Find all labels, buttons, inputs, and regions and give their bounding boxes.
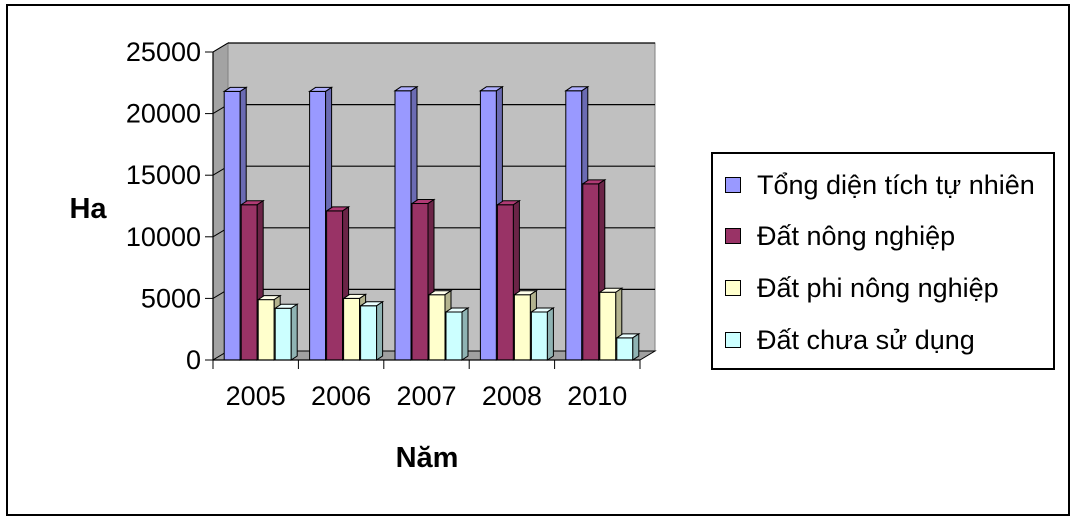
bar-front [326,210,344,361]
bar-side [290,303,298,361]
x-tick-label: 2010 [567,381,627,411]
bar-front [582,183,600,361]
y-tick-labels: 0 5000 10000 15000 20000 25000 [126,37,640,375]
y-tick-label: 20000 [126,99,201,129]
y-tick-label: 10000 [126,222,201,252]
bar-front [513,294,531,361]
x-axis-title: Năm [396,442,459,474]
bar-front [496,204,514,361]
bar-front [428,294,446,361]
bar-front [565,90,583,361]
x-tick-labels: 2005 2006 2007 2008 2010 [212,360,641,411]
legend-swatch-2 [725,228,741,244]
bar [358,300,385,361]
legend-swatch-1 [725,177,741,193]
bar-front [240,204,258,361]
bar-side [546,307,554,361]
legend-item-4: Đất chưa sử dụng [725,325,975,355]
legend-label-4: Đất chưa sử dụng [757,324,975,355]
bar-front [343,297,361,361]
legend: Tổng diện tích tự nhiên Đất nông nghiệp … [711,152,1055,370]
legend-item-3: Đất phi nông nghiệp [725,273,999,303]
bar [529,307,556,361]
gridline-side [212,42,229,53]
x-tick-label: 2007 [396,381,456,411]
bar-front [411,203,429,361]
legend-swatch-4 [725,332,741,348]
bar-front [479,90,497,361]
legend-item-1: Tổng diện tích tự nhiên [725,170,1035,200]
bar-front [223,90,241,361]
bar-side [376,300,384,361]
bar-front [360,305,378,361]
bar-side [632,332,640,361]
bar-front [309,90,327,361]
legend-item-2: Đất nông nghiệp [725,221,955,251]
bar [598,287,624,361]
bar-front [257,299,275,361]
bar-front [599,291,617,361]
x-tick-label: 2008 [482,381,542,411]
legend-label-2: Đất nông nghiệp [757,220,956,251]
y-tick-label: 25000 [126,37,201,67]
legend-label-3: Đất phi nông nghiệp [757,272,999,303]
legend-swatch-3 [725,280,741,296]
bar [273,303,299,361]
bar-front [274,307,292,361]
y-tick-label: 5000 [141,283,201,313]
y-tick-label: 0 [186,345,201,375]
x-tick-label: 2006 [311,381,371,411]
bar-front [616,337,634,361]
bar [615,332,641,361]
y-axis-title: Ha [69,193,107,225]
bar-side [461,307,469,361]
bar [444,307,470,361]
y-tick-label: 15000 [126,160,201,190]
bar-front [445,311,463,361]
bar-front [394,90,412,361]
legend-label-1: Tổng diện tích tự nhiên [757,169,1035,200]
bar-front [530,311,548,361]
x-tick-label: 2005 [226,381,286,411]
bars-layer [222,85,641,361]
